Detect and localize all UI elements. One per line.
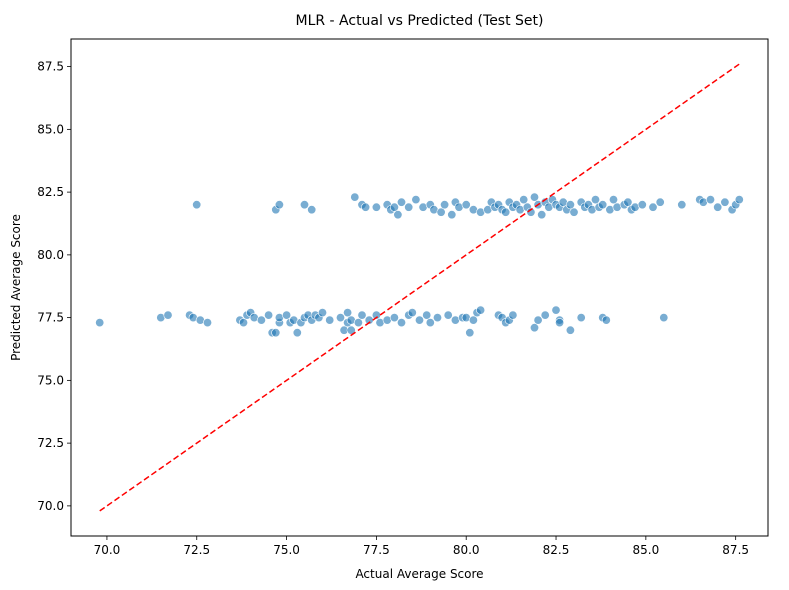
- data-point: [705, 195, 715, 205]
- x-tick-label: 72.5: [183, 543, 210, 557]
- y-tick-label: 82.5: [37, 185, 64, 199]
- data-point: [590, 195, 600, 205]
- data-point: [720, 197, 730, 207]
- data-point: [335, 313, 345, 323]
- data-point: [533, 315, 543, 325]
- data-point: [350, 192, 360, 202]
- data-point: [526, 207, 536, 217]
- data-point: [648, 202, 658, 212]
- data-point: [414, 315, 424, 325]
- data-point: [393, 210, 403, 220]
- data-point: [371, 202, 381, 212]
- data-point: [353, 318, 363, 328]
- data-point: [569, 207, 579, 217]
- data-point: [325, 315, 335, 325]
- data-point: [192, 200, 202, 210]
- data-point: [565, 325, 575, 335]
- data-point: [357, 310, 367, 320]
- data-point: [551, 305, 561, 315]
- x-tick-label: 70.0: [94, 543, 121, 557]
- data-point: [476, 305, 486, 315]
- y-tick-label: 77.5: [37, 311, 64, 325]
- data-point: [271, 328, 281, 338]
- data-point: [465, 328, 475, 338]
- data-point: [713, 202, 723, 212]
- data-point: [501, 207, 511, 217]
- data-point: [239, 318, 249, 328]
- data-point: [299, 200, 309, 210]
- data-point: [519, 195, 529, 205]
- data-point: [529, 323, 539, 333]
- x-axis-ticks: 70.0 72.5 75.0 77.5 80.0 82.5 85.0 87.5: [94, 536, 749, 557]
- reference-line: [99, 63, 740, 512]
- data-point: [540, 310, 550, 320]
- data-point: [404, 202, 414, 212]
- data-point: [292, 328, 302, 338]
- data-point: [425, 318, 435, 328]
- data-point: [411, 195, 421, 205]
- x-tick-label: 77.5: [363, 543, 390, 557]
- data-point: [396, 318, 406, 328]
- data-point: [443, 310, 453, 320]
- data-point: [655, 197, 665, 207]
- points-layer: [95, 192, 744, 338]
- data-point: [508, 310, 518, 320]
- x-tick-label: 87.5: [722, 543, 749, 557]
- chart-title: MLR - Actual vs Predicted (Test Set): [295, 13, 543, 29]
- data-point: [436, 207, 446, 217]
- x-axis-title: Actual Average Score: [355, 567, 483, 581]
- y-axis-ticks: 70.0 72.5 75.0 77.5 80.0 82.5 85.0 87.5: [37, 60, 71, 513]
- data-point: [447, 210, 457, 220]
- y-tick-label: 70.0: [37, 499, 64, 513]
- data-point: [565, 200, 575, 210]
- data-point: [529, 192, 539, 202]
- data-point: [389, 313, 399, 323]
- data-point: [734, 195, 744, 205]
- data-point: [659, 313, 669, 323]
- data-point: [396, 197, 406, 207]
- x-tick-label: 82.5: [543, 543, 570, 557]
- data-point: [555, 318, 565, 328]
- x-tick-label: 85.0: [632, 543, 659, 557]
- data-point: [677, 200, 687, 210]
- data-point: [440, 200, 450, 210]
- data-point: [264, 310, 274, 320]
- data-point: [361, 202, 371, 212]
- y-tick-label: 72.5: [37, 436, 64, 450]
- data-point: [274, 200, 284, 210]
- data-point: [623, 197, 633, 207]
- x-tick-label: 75.0: [273, 543, 300, 557]
- data-point: [637, 200, 647, 210]
- data-point: [343, 308, 353, 318]
- data-point: [95, 318, 105, 328]
- plot-frame: [70, 38, 769, 537]
- data-point: [256, 315, 266, 325]
- data-point: [608, 195, 618, 205]
- data-point: [598, 200, 608, 210]
- data-point: [282, 310, 292, 320]
- data-point: [389, 202, 399, 212]
- data-point: [601, 315, 611, 325]
- y-tick-label: 87.5: [37, 60, 64, 74]
- data-point: [307, 205, 317, 215]
- x-tick-label: 80.0: [453, 543, 480, 557]
- data-point: [407, 308, 417, 318]
- data-point: [537, 210, 547, 220]
- data-point: [163, 310, 173, 320]
- data-point: [432, 313, 442, 323]
- data-point: [203, 318, 213, 328]
- y-tick-label: 80.0: [37, 248, 64, 262]
- data-point: [461, 200, 471, 210]
- y-tick-label: 75.0: [37, 373, 64, 387]
- data-point: [317, 308, 327, 318]
- data-point: [422, 310, 432, 320]
- y-axis-title: Predicted Average Score: [9, 214, 23, 361]
- data-point: [468, 315, 478, 325]
- data-point: [576, 313, 586, 323]
- y-tick-label: 85.0: [37, 122, 64, 136]
